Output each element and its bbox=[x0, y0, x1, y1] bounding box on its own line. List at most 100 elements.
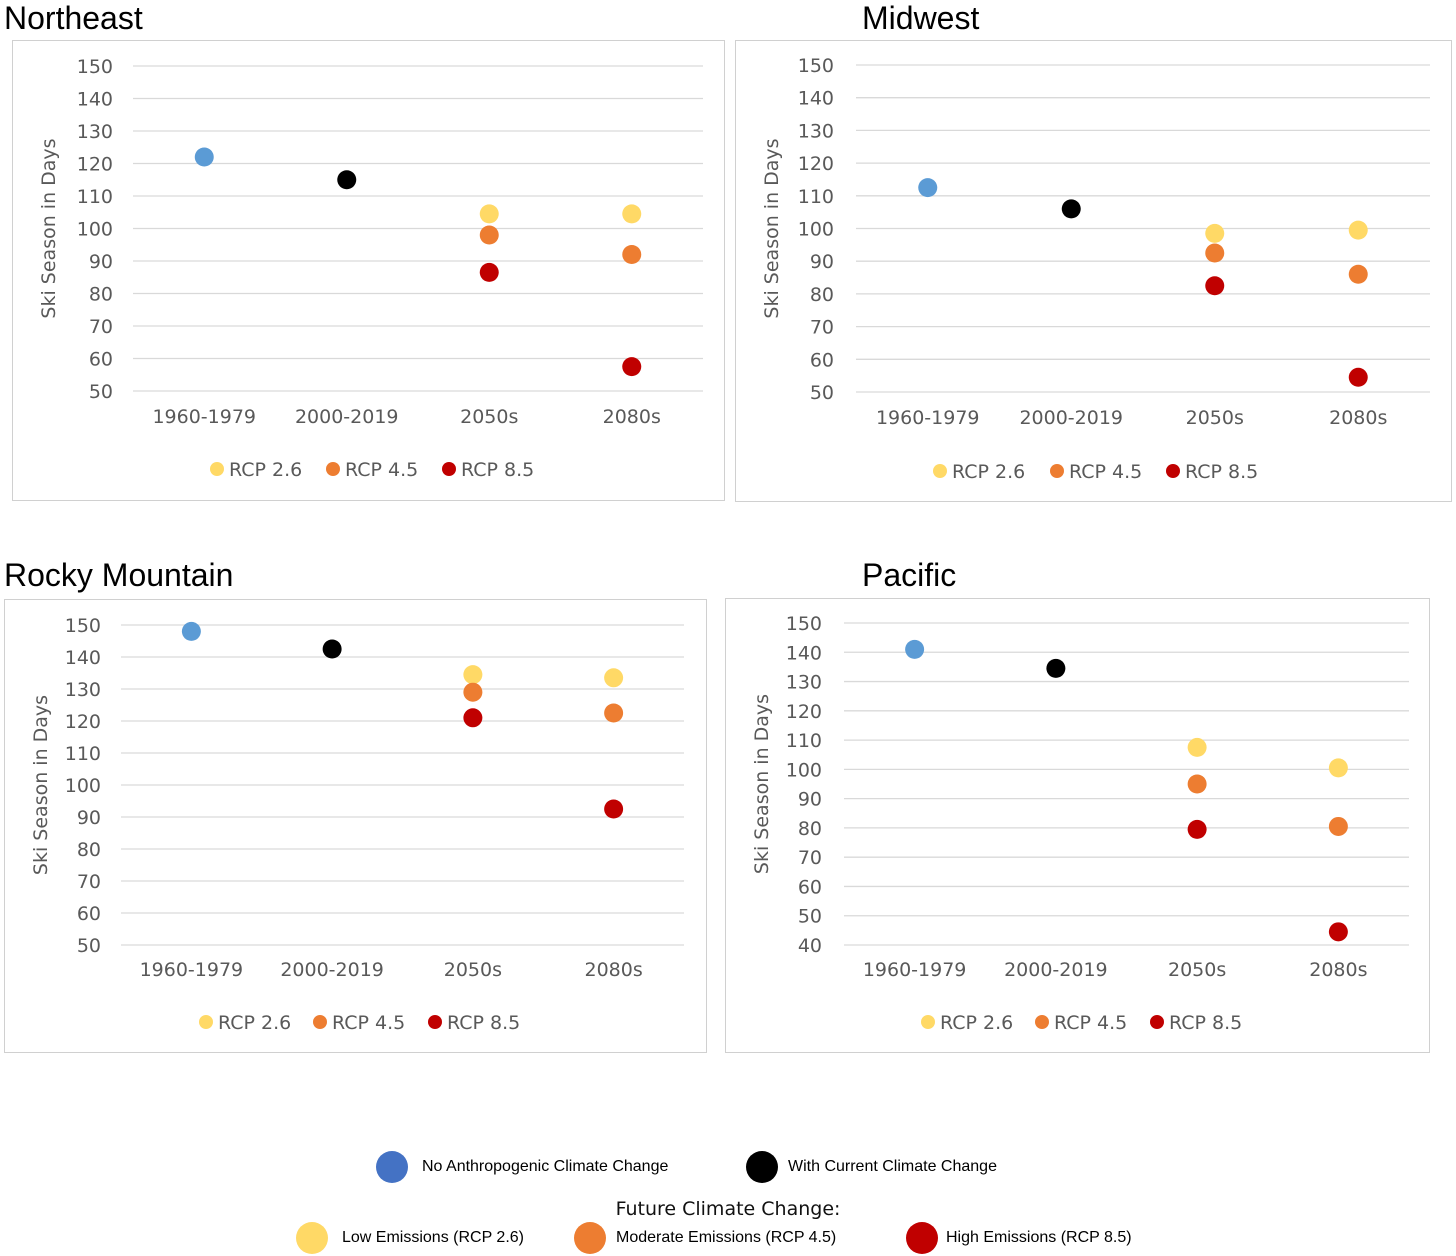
y-tick-label: 80 bbox=[798, 818, 822, 840]
legend-marker-rcp85 bbox=[428, 1015, 442, 1029]
data-point-rcp26 bbox=[463, 665, 483, 685]
chart-svg-northeast: 50 60 70 80 90 100 110 120 130 140 150 Ski Season i… bbox=[38, 56, 703, 481]
bottom-legend-row-1: No Anthropogenic Climate Change With Cur… bbox=[0, 1151, 1456, 1185]
legend-label-rcp45: RCP 4.5 bbox=[1069, 461, 1142, 483]
data-point-current bbox=[1061, 199, 1081, 219]
y-tick-label: 110 bbox=[65, 743, 101, 765]
x-tick-label: 2000-2019 bbox=[295, 406, 399, 428]
y-tick-label: 60 bbox=[798, 876, 822, 898]
y-tick-label: 100 bbox=[77, 219, 113, 241]
data-point-rcp26 bbox=[479, 204, 499, 224]
data-point-rcp45 bbox=[463, 682, 483, 702]
data-point-rcp45 bbox=[1187, 774, 1207, 794]
data-point-rcp26 bbox=[1348, 220, 1368, 240]
chart-svg-pacific: 40 50 60 70 80 90 100 110 120 130 140 150 Ski Season… bbox=[751, 613, 1409, 1034]
chart-panel-rocky-mountain: 50 60 70 80 90 100 110 120 130 140 150 Ski Season i… bbox=[4, 599, 707, 1053]
legend-label-rcp26: RCP 2.6 bbox=[952, 461, 1025, 483]
legend-marker-rcp85 bbox=[1150, 1015, 1164, 1029]
y-tick-label: 80 bbox=[810, 284, 834, 306]
legend-moderate-emissions-marker bbox=[574, 1222, 606, 1254]
data-point-rcp45 bbox=[479, 225, 499, 245]
y-tick-label: 130 bbox=[786, 672, 822, 694]
data-point-current bbox=[337, 170, 357, 190]
y-tick-label: 130 bbox=[798, 120, 834, 142]
y-axis-label: Ski Season in Days bbox=[761, 138, 783, 318]
y-tick-label: 120 bbox=[798, 153, 834, 175]
x-tick-label: 2050s bbox=[1168, 959, 1226, 981]
y-tick-label: 70 bbox=[798, 847, 822, 869]
x-tick-label: 2080s bbox=[1329, 407, 1387, 429]
legend-label-rcp45: RCP 4.5 bbox=[332, 1012, 405, 1034]
y-tick-label: 60 bbox=[810, 349, 834, 371]
x-tick-label: 2080s bbox=[1309, 959, 1367, 981]
y-tick-label: 120 bbox=[77, 154, 113, 176]
legend-label-rcp85: RCP 8.5 bbox=[1169, 1012, 1242, 1034]
data-point-current bbox=[1046, 658, 1066, 678]
y-tick-label: 50 bbox=[89, 381, 113, 403]
y-tick-label: 140 bbox=[65, 647, 101, 669]
y-tick-label: 120 bbox=[786, 701, 822, 723]
data-point-rcp45 bbox=[604, 703, 624, 723]
data-point-current bbox=[322, 639, 342, 659]
x-tick-label: 1960-1979 bbox=[140, 959, 244, 981]
data-point-rcp45 bbox=[1328, 816, 1348, 836]
legend-moderate-emissions-label: Moderate Emissions (RCP 4.5) bbox=[616, 1229, 837, 1246]
data-point-rcp26 bbox=[1187, 737, 1207, 757]
legend-high-emissions-label: High Emissions (RCP 8.5) bbox=[946, 1229, 1132, 1246]
legend-low-emissions-marker bbox=[296, 1222, 328, 1254]
y-tick-label: 130 bbox=[65, 679, 101, 701]
y-tick-label: 90 bbox=[89, 251, 113, 273]
x-tick-label: 1960-1979 bbox=[152, 406, 256, 428]
x-tick-label: 2050s bbox=[1186, 407, 1244, 429]
y-tick-label: 130 bbox=[77, 121, 113, 143]
data-point-rcp85 bbox=[479, 262, 499, 282]
title-rocky-mountain: Rocky Mountain bbox=[4, 557, 234, 593]
x-tick-label: 2000-2019 bbox=[1019, 407, 1123, 429]
legend-high-emissions: High Emissions (RCP 8.5) bbox=[906, 1222, 1132, 1254]
data-point-rcp26 bbox=[1328, 758, 1348, 778]
data-point-rcp85 bbox=[1348, 367, 1368, 387]
chart-panel-northeast: 50 60 70 80 90 100 110 120 130 140 150 Ski Season i… bbox=[12, 40, 725, 501]
chart-panel-midwest: 50 60 70 80 90 100 110 120 130 140 150 Ski Season i… bbox=[735, 40, 1452, 502]
bottom-legend-caption: Future Climate Change: bbox=[615, 1198, 841, 1220]
y-tick-label: 110 bbox=[786, 730, 822, 752]
chart-svg-midwest: 50 60 70 80 90 100 110 120 130 140 150 Ski Season i… bbox=[761, 55, 1430, 483]
y-tick-label: 90 bbox=[798, 789, 822, 811]
y-tick-label: 60 bbox=[89, 349, 113, 371]
y-tick-label: 100 bbox=[798, 219, 834, 241]
data-point-rcp85 bbox=[1187, 819, 1207, 839]
y-tick-label: 80 bbox=[89, 284, 113, 306]
legend-label-rcp45: RCP 4.5 bbox=[345, 459, 418, 481]
legend-marker-rcp26 bbox=[210, 462, 224, 476]
data-point-rcp85 bbox=[463, 708, 483, 728]
legend-marker-rcp26 bbox=[199, 1015, 213, 1029]
legend-label-rcp26: RCP 2.6 bbox=[218, 1012, 291, 1034]
data-point-rcp85 bbox=[604, 799, 624, 819]
y-tick-label: 50 bbox=[810, 382, 834, 404]
legend-marker-rcp26 bbox=[921, 1015, 935, 1029]
title-midwest: Midwest bbox=[862, 0, 980, 36]
legend-current-climate: With Current Climate Change bbox=[746, 1151, 997, 1183]
legend-marker-rcp45 bbox=[326, 462, 340, 476]
legend-current-climate-label: With Current Climate Change bbox=[788, 1158, 997, 1175]
legend-label-rcp85: RCP 8.5 bbox=[1185, 461, 1258, 483]
y-tick-label: 150 bbox=[798, 55, 834, 77]
y-tick-label: 60 bbox=[77, 903, 101, 925]
x-tick-label: 2000-2019 bbox=[280, 959, 384, 981]
y-tick-label: 80 bbox=[77, 839, 101, 861]
y-tick-label: 100 bbox=[65, 775, 101, 797]
data-point-rcp85 bbox=[622, 357, 642, 377]
y-tick-label: 120 bbox=[65, 711, 101, 733]
y-tick-label: 50 bbox=[798, 906, 822, 928]
y-tick-label: 140 bbox=[798, 88, 834, 110]
legend-no-anthropogenic-label: No Anthropogenic Climate Change bbox=[422, 1158, 669, 1175]
y-tick-label: 40 bbox=[798, 935, 822, 957]
legend-label-rcp26: RCP 2.6 bbox=[229, 459, 302, 481]
x-tick-label: 2080s bbox=[584, 959, 642, 981]
y-tick-label: 110 bbox=[798, 186, 834, 208]
bottom-legend-row-2: Low Emissions (RCP 2.6) Moderate Emissio… bbox=[0, 1222, 1456, 1256]
legend-label-rcp85: RCP 8.5 bbox=[461, 459, 534, 481]
y-tick-label: 140 bbox=[77, 89, 113, 111]
y-axis-label: Ski Season in Days bbox=[30, 695, 52, 875]
data-point-rcp45 bbox=[622, 245, 642, 264]
